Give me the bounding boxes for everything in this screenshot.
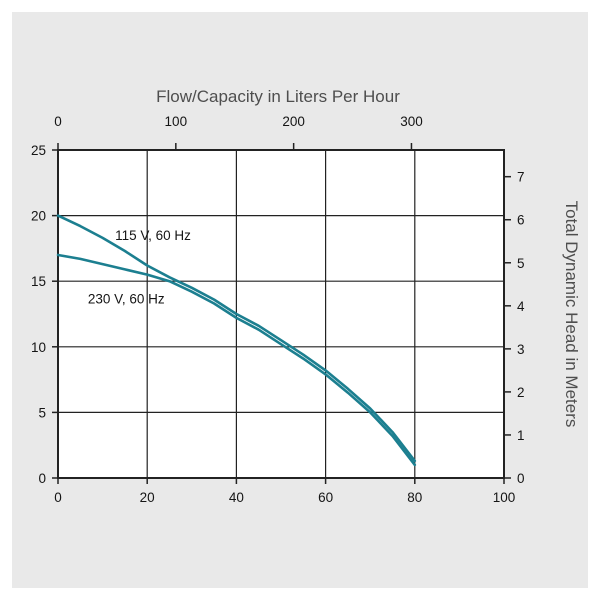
left-axis-tick-label: 25: [31, 143, 46, 158]
series-label: 230 V, 60 Hz: [88, 292, 165, 307]
right-axis-tick-label: 2: [517, 385, 525, 400]
left-axis-tick-label: 10: [31, 340, 46, 355]
bottom-axis-tick-label: 0: [54, 490, 62, 505]
plot-border: [57, 149, 505, 479]
bottom-axis-tick-label: 80: [407, 490, 422, 505]
bottom-axis-tick-label: 60: [318, 490, 333, 505]
right-axis-tick-label: 7: [517, 170, 525, 185]
left-axis-tick-label: 0: [38, 471, 46, 486]
bottom-axis-tick-label: 100: [493, 490, 516, 505]
series-label: 115 V, 60 Hz: [115, 228, 191, 243]
bottom-axis-tick-label: 20: [140, 490, 155, 505]
right-axis-tick-label: 5: [517, 256, 525, 271]
right-axis-tick-label: 4: [517, 299, 525, 314]
right-axis-title: Total Dynamic Head in Meters: [562, 201, 581, 428]
right-axis-tick-label: 0: [517, 471, 525, 486]
top-axis-title: Flow/Capacity in Liters Per Hour: [156, 87, 400, 106]
right-axis-tick-label: 1: [517, 428, 525, 443]
left-axis-tick-label: 15: [31, 274, 46, 289]
left-axis-tick-label: 20: [31, 209, 46, 224]
curve-230-v-60-hz: [56, 253, 417, 467]
right-axis-tick-label: 6: [517, 213, 525, 228]
curve-115-v-60-hz: [56, 214, 417, 463]
top-axis-tick-label: 300: [400, 114, 423, 129]
top-axis-tick-label: 0: [54, 114, 62, 129]
plot-area: [58, 150, 504, 478]
bottom-axis-tick-label: 40: [229, 490, 244, 505]
right-axis-tick-label: 3: [517, 342, 525, 357]
top-axis-tick-label: 100: [165, 114, 188, 129]
left-axis-tick-label: 5: [38, 405, 46, 420]
top-axis-tick-label: 200: [282, 114, 305, 129]
